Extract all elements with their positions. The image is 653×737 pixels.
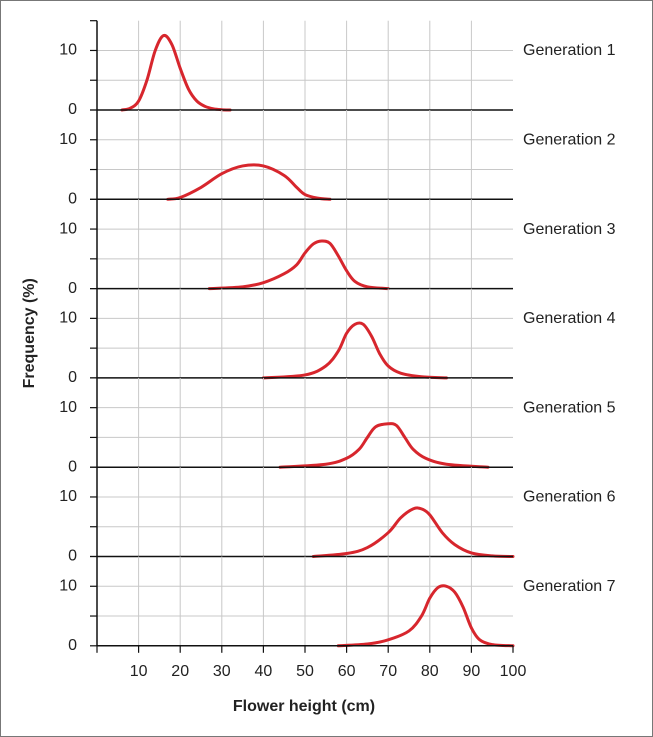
y-tick-label: 10 [59,577,77,594]
line [336,584,515,648]
x-tick-label: 20 [171,663,189,680]
y-tick-label: 0 [68,101,77,118]
y-tick-label: 10 [59,131,77,148]
y-tick-label: 0 [68,369,77,386]
line [207,239,390,291]
y-tick-label: 10 [59,310,77,327]
y-tick-label: 0 [68,191,77,208]
x-axis-label: Flower height (cm) [233,698,375,715]
panel-title: Generation 5 [523,399,616,416]
x-tick-label: 100 [500,663,527,680]
y-tick-label: 0 [68,458,77,475]
x-tick-label: 10 [130,663,148,680]
x-tick-label: 50 [296,663,314,680]
panel-title: Generation 3 [523,221,616,238]
x-tick-label: 40 [255,663,273,680]
line [166,163,332,201]
x-tick-label: 90 [463,663,481,680]
panel-title: Generation 1 [523,42,616,59]
line [311,506,515,558]
panel-title: Generation 4 [523,310,616,327]
y-tick-label: 10 [59,42,77,59]
line [120,33,232,112]
x-tick-label: 70 [379,663,397,680]
y-axis-label: Frequency (%) [21,278,38,388]
x-tick-label: 80 [421,663,439,680]
y-tick-label: 0 [68,548,77,565]
x-tick-label: 30 [213,663,231,680]
panel-title: Generation 6 [523,489,616,506]
y-tick-label: 10 [59,399,77,416]
line [261,321,448,380]
panel-title: Generation 7 [523,578,616,595]
line [278,422,490,469]
panel-title: Generation 2 [523,132,616,149]
y-tick-label: 0 [68,637,77,654]
y-tick-label: 10 [59,488,77,505]
y-tick-label: 10 [59,220,77,237]
y-tick-label: 0 [68,280,77,297]
x-tick-label: 60 [338,663,356,680]
